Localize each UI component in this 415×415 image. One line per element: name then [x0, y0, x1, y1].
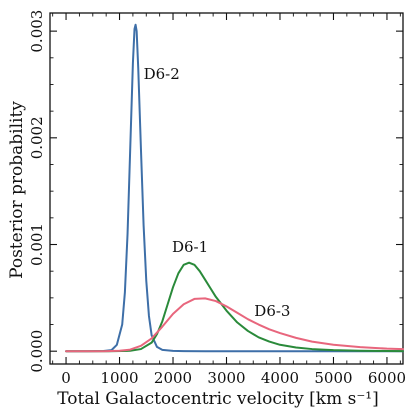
x-tick-label: 1000	[100, 369, 138, 387]
y-tick-label: 0.003	[28, 10, 46, 53]
y-ticks: 0.000 0.001 0.002 0.003	[28, 10, 403, 373]
series-labels: D6-2 D6-1 D6-3	[144, 65, 291, 320]
d6-2-curve	[65, 23, 404, 353]
plot-area: 0 1000 2000 3000 4000 5000 6000 0.0000.0010.00…	[28, 10, 406, 387]
y-axis-label: Posterior probability	[7, 101, 27, 279]
x-tick-label: 6000	[368, 369, 406, 387]
x-axis-label: Total Galactocentric velocity [km s⁻¹]	[57, 389, 379, 409]
x-tick-label: 5000	[314, 369, 352, 387]
d6-2-label: D6-2	[144, 65, 180, 83]
y-tick-label: 0.000	[28, 330, 46, 373]
y-tick-label: 0.002	[28, 116, 46, 159]
series-layer	[65, 23, 404, 353]
x-tick-label: 3000	[207, 369, 245, 387]
d6-3-label: D6-3	[254, 302, 290, 320]
x-tick-label: 2000	[154, 369, 192, 387]
d6-1-curve	[65, 261, 404, 353]
x-tick-label: 0	[61, 369, 71, 387]
x-tick-label: 4000	[261, 369, 299, 387]
y-tick-label: 0.001	[28, 223, 46, 266]
x-ticks: 0 1000 2000 3000 4000 5000 6000	[52, 13, 406, 387]
d6-1-label: D6-1	[172, 238, 208, 256]
d6-3-curve	[65, 297, 404, 353]
